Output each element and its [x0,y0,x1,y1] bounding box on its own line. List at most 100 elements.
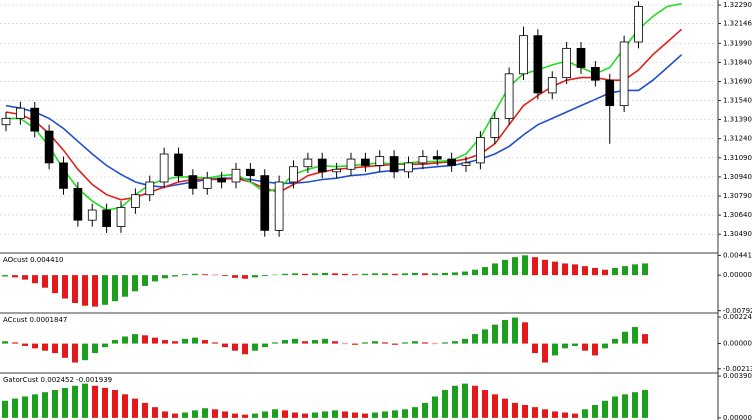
histogram-bar [102,343,108,348]
histogram-bar [262,343,268,348]
candle-body [289,166,298,183]
histogram-bar [572,264,578,276]
histogram-bar [442,390,448,418]
y-tick-label: 1.30790 [723,192,752,200]
histogram-bar [602,269,608,276]
histogram-bar [192,273,198,276]
histogram-bar [512,257,518,276]
y-tick-label: 0.0022451 [723,313,752,321]
y-tick-label: 0.003906 [723,372,752,380]
histogram-bar [322,411,328,418]
histogram-bar [512,317,518,344]
histogram-bar [72,343,78,363]
candle-body [490,117,500,138]
histogram-bar [42,392,48,418]
histogram-bar [242,414,248,418]
histogram-bar [262,411,268,418]
histogram-bar [372,412,378,418]
histogram-bar [452,341,458,344]
histogram-bar [612,267,618,276]
candle-body [519,35,528,75]
histogram-bar [542,259,548,276]
histogram-bar [262,275,268,277]
histogram-bar [52,275,58,294]
candle-body [303,158,313,168]
panel-title: ACcust 0.0001847 [3,316,67,324]
histogram-bar [12,275,18,278]
histogram-bar [202,340,208,344]
candle-body [504,73,514,119]
histogram-bar [292,273,298,276]
histogram-bar [422,273,428,276]
histogram-bar [22,275,28,280]
histogram-bar [352,274,358,276]
histogram-bar [402,409,408,418]
candle-body [317,158,327,173]
panel-title: GatorCust 0.002452 -0.001939 [3,376,112,384]
histogram-bar [302,413,308,418]
histogram-bar [2,341,8,344]
histogram-bar [582,343,588,351]
histogram-bar [582,266,588,276]
histogram-bar [162,340,168,344]
y-tick-label: 1.30940 [723,173,752,181]
histogram-bar [532,343,538,354]
histogram-bar [112,340,118,344]
histogram-bar [492,394,498,418]
histogram-bar [572,413,578,418]
candle-body [87,209,97,221]
candle-body [605,79,615,107]
histogram-bar [292,412,298,418]
y-tick-label: 1.31690 [723,77,752,85]
histogram-bar [402,273,408,276]
candle-body [375,156,385,166]
histogram-bar [362,273,368,276]
histogram-bar [562,412,568,418]
histogram-bar [472,385,478,418]
histogram-bar [132,334,138,344]
histogram-bar [152,275,158,282]
histogram-bar [602,400,608,418]
histogram-bar [462,338,468,344]
histogram-bar [172,341,178,344]
histogram-bar [212,409,218,418]
histogram-bar [362,413,368,418]
histogram-bar [502,319,508,344]
histogram-bar [512,402,518,418]
histogram-bar [562,343,568,349]
histogram-bar [602,343,608,349]
candle-body [332,168,341,173]
histogram-bar [422,342,428,344]
histogram-bar [472,269,478,276]
histogram-bar [142,335,148,344]
histogram-bar [492,263,498,276]
histogram-bar [332,273,338,276]
histogram-bar [342,273,348,276]
histogram-bar [252,343,258,351]
histogram-bar [322,272,328,276]
histogram-bar [152,407,158,418]
histogram-bar [372,341,378,344]
histogram-bar [312,273,318,276]
histogram-bar [62,343,68,358]
histogram-bar [612,396,618,418]
histogram-bar [382,411,388,418]
histogram-bar [112,390,118,418]
y-tick-label: 1.31390 [723,116,752,124]
histogram-bar [32,343,38,349]
histogram-bar [272,274,278,276]
candle-body [73,187,83,221]
candle-body [404,162,413,173]
histogram-bar [522,405,528,418]
histogram-bar [92,343,98,354]
candle-body [59,162,68,189]
histogram-bar [542,409,548,418]
candle-body [159,153,169,183]
histogram-bar [282,410,288,418]
histogram-bar [222,343,228,348]
histogram-bar [642,263,648,276]
histogram-bar [232,275,238,278]
y-tick-label: 1.31990 [723,39,752,47]
histogram-bar [232,413,238,418]
histogram-bar [342,343,348,345]
